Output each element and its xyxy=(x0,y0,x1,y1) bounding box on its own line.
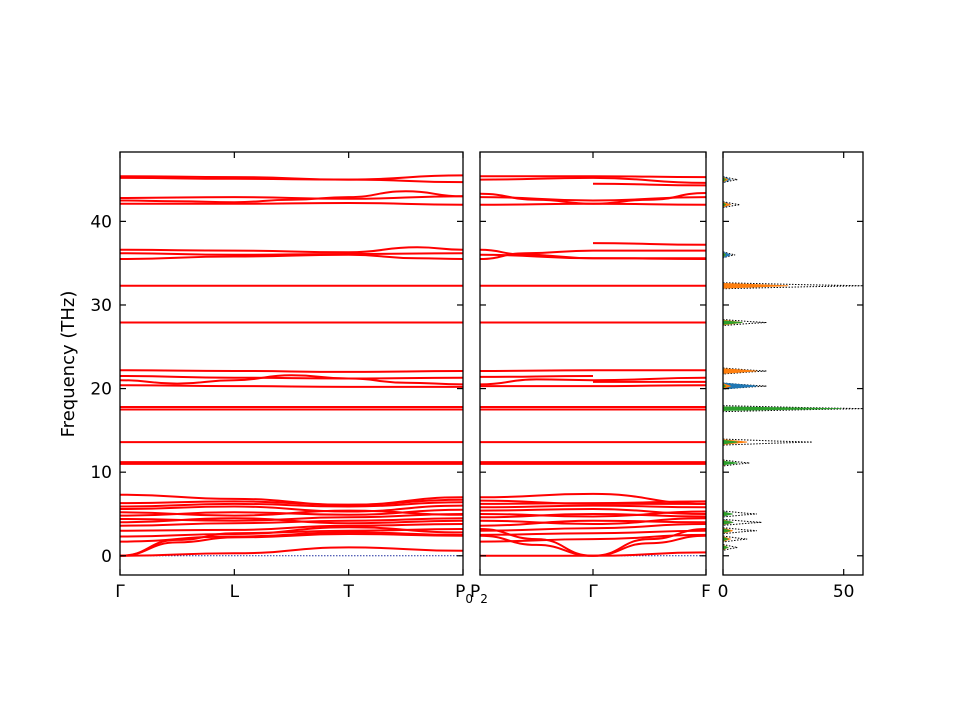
x-tick-label: L xyxy=(230,582,240,602)
band-line xyxy=(119,523,464,532)
band-line xyxy=(479,533,707,543)
dos-total-peak xyxy=(722,319,767,327)
band-line xyxy=(119,498,464,506)
band-line xyxy=(119,526,464,538)
band-line xyxy=(479,253,707,260)
dos-total-peak xyxy=(722,535,748,543)
band-line xyxy=(119,374,464,386)
band-line xyxy=(479,519,707,527)
dos-total-peak xyxy=(722,527,757,535)
x-tick-label: Γ xyxy=(115,582,125,602)
band-line xyxy=(479,517,707,526)
band-line xyxy=(479,176,707,184)
band-line xyxy=(119,253,464,260)
x-tick-label: Γ xyxy=(588,582,598,602)
y-tick-label: 40 xyxy=(90,212,112,232)
dos-total-peak xyxy=(722,518,762,526)
dos-partial-peak xyxy=(722,520,733,525)
band-line xyxy=(119,375,464,380)
band-line xyxy=(119,195,464,200)
y-tick-label: 20 xyxy=(90,380,112,400)
y-tick-label: 0 xyxy=(101,547,112,567)
band-line xyxy=(479,512,707,519)
band-line xyxy=(592,242,707,246)
y-axis-label: Frequency (THz) xyxy=(58,291,79,438)
band-line xyxy=(479,507,707,515)
y-tick-label: 30 xyxy=(90,296,112,316)
band-line xyxy=(479,376,707,386)
band-line xyxy=(119,501,464,508)
band-line xyxy=(119,517,464,527)
dos-panel-frame xyxy=(722,151,864,576)
band-line xyxy=(479,492,707,505)
y-tick-label: 10 xyxy=(90,463,112,483)
band-line xyxy=(119,509,464,517)
x-tick-label: F xyxy=(701,582,711,602)
band-line xyxy=(479,528,707,557)
band-line xyxy=(119,176,464,184)
band-line xyxy=(119,532,464,557)
band-line xyxy=(119,190,464,204)
band-line xyxy=(480,384,707,388)
band-line xyxy=(479,202,707,206)
band-line xyxy=(479,175,707,179)
band-line xyxy=(119,384,463,388)
band-line xyxy=(119,369,464,373)
dos-total-peak xyxy=(722,367,767,375)
band-line xyxy=(479,192,707,205)
dos-total-peak xyxy=(722,251,736,259)
band-line xyxy=(119,504,464,513)
band-line xyxy=(479,504,707,509)
dos-panel: 0 50 xyxy=(718,151,864,602)
band-line xyxy=(479,369,706,372)
band-line xyxy=(479,523,707,532)
band-line xyxy=(592,182,707,187)
band-line xyxy=(119,252,464,256)
band-line xyxy=(479,375,594,378)
band-panel-frame xyxy=(119,151,464,576)
band-line xyxy=(119,513,464,522)
dos-total-peak xyxy=(722,201,740,209)
dos-x-tick-label: 50 xyxy=(833,582,855,602)
band-line xyxy=(119,246,464,254)
band-line xyxy=(119,493,464,506)
band-panel-2: P2 Γ F xyxy=(470,151,711,606)
dos-total-peak xyxy=(722,459,750,467)
dos-partial-peak xyxy=(722,545,729,550)
band-line xyxy=(120,201,464,206)
band-line xyxy=(119,546,464,557)
band-line xyxy=(479,529,707,536)
dos-x-tick-label: 0 xyxy=(718,582,729,602)
dos-total-peak xyxy=(722,510,757,518)
x-tick-label: T xyxy=(342,582,354,602)
dos-partial-peak xyxy=(722,511,733,517)
dos-partial-peak xyxy=(722,406,842,411)
band-line xyxy=(119,531,464,543)
band-line xyxy=(479,499,706,505)
